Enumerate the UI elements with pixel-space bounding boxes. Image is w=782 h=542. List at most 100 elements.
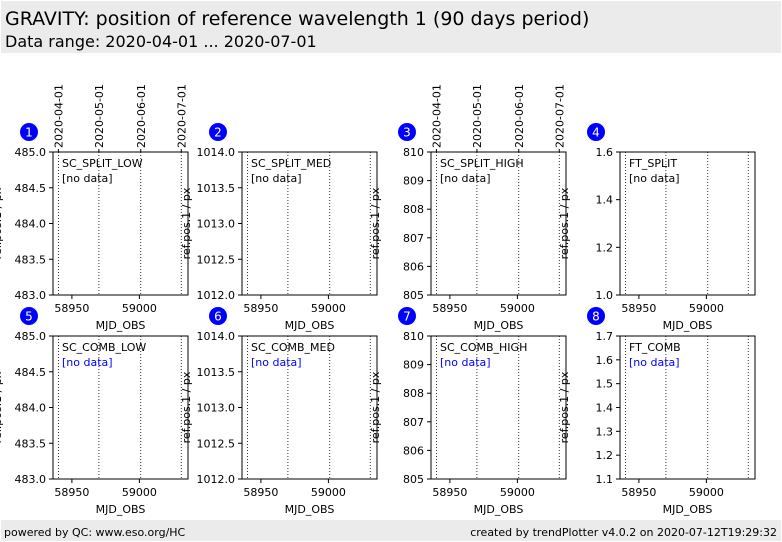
- panel-label: FT_COMB: [629, 341, 681, 354]
- x-tick-label: 59000: [311, 302, 346, 315]
- y-tick-label: 485.0: [15, 330, 47, 343]
- date-label: 2020-05-01: [93, 84, 106, 148]
- date-label: 2020-04-01: [430, 84, 443, 148]
- no-data-note: [no data]: [62, 172, 113, 185]
- y-tick-label: 805: [403, 289, 424, 302]
- no-data-note: [no data]: [440, 172, 491, 185]
- x-tick-label: 58950: [432, 302, 467, 315]
- panel-number: 7: [403, 310, 411, 324]
- x-tick-label: 59000: [500, 486, 535, 499]
- panel-number-badge: [398, 123, 416, 141]
- x-axis-label: MJD_OBS: [285, 503, 335, 516]
- x-tick-label: 58950: [54, 486, 89, 499]
- x-axis-label: MJD_OBS: [96, 319, 146, 332]
- date-label: 2020-04-01: [52, 84, 65, 148]
- panel-label: SC_SPLIT_MED: [251, 157, 331, 170]
- panel-label: SC_SPLIT_LOW: [62, 157, 143, 170]
- y-tick-label: 808: [403, 203, 424, 216]
- y-axis-label: ref.pos.1 / px: [0, 371, 4, 443]
- y-tick-label: 483.5: [15, 437, 47, 450]
- y-tick-label: 1.3: [596, 425, 614, 438]
- x-tick-label: 58950: [243, 302, 278, 315]
- x-axis-label: MJD_OBS: [474, 503, 524, 516]
- y-tick-label: 483.0: [15, 289, 47, 302]
- y-tick-label: 806: [403, 444, 424, 457]
- date-label: 2020-07-01: [553, 84, 566, 148]
- y-axis-label: ref.pos.1 / px: [369, 371, 382, 443]
- panel-label: SC_SPLIT_HIGH: [440, 157, 524, 170]
- footer-created-by: created by trendPlotter v4.0.2 on 2020-0…: [470, 526, 777, 539]
- y-tick-label: 805: [403, 473, 424, 486]
- x-tick-label: 59000: [689, 486, 724, 499]
- y-tick-label: 1.4: [596, 402, 614, 415]
- y-tick-label: 810: [403, 330, 424, 343]
- x-tick-label: 58950: [621, 486, 656, 499]
- y-tick-label: 1014.0: [197, 146, 236, 159]
- y-tick-label: 1012.0: [197, 473, 236, 486]
- y-tick-label: 1013.0: [197, 218, 236, 231]
- panel-number: 6: [214, 310, 222, 324]
- no-data-note: [no data]: [251, 172, 302, 185]
- y-tick-label: 485.0: [15, 146, 47, 159]
- y-tick-label: 1012.5: [197, 437, 236, 450]
- y-tick-label: 1012.5: [197, 253, 236, 266]
- x-tick-label: 59000: [311, 486, 346, 499]
- y-tick-label: 809: [403, 359, 424, 372]
- y-tick-label: 1013.5: [197, 182, 236, 195]
- panel-number-badge: [20, 307, 38, 325]
- panel-number: 3: [403, 126, 411, 140]
- x-tick-label: 58950: [54, 302, 89, 315]
- y-tick-label: 484.5: [15, 366, 47, 379]
- y-tick-label: 1.6: [596, 354, 614, 367]
- x-tick-label: 58950: [243, 486, 278, 499]
- x-axis-label: MJD_OBS: [96, 503, 146, 516]
- no-data-note: [no data]: [629, 356, 680, 369]
- y-tick-label: 1.7: [596, 330, 614, 343]
- panel-number: 2: [214, 126, 222, 140]
- y-tick-label: 806: [403, 260, 424, 273]
- panel-number: 1: [25, 126, 33, 140]
- panel-number: 5: [25, 310, 33, 324]
- x-tick-label: 59000: [122, 302, 157, 315]
- x-tick-label: 59000: [500, 302, 535, 315]
- panel-number-badge: [209, 123, 227, 141]
- y-axis-label: ref.pos.1 / px: [558, 371, 571, 443]
- x-axis-label: MJD_OBS: [474, 319, 524, 332]
- no-data-note: [no data]: [629, 172, 680, 185]
- plot-frame: [430, 151, 567, 296]
- y-tick-label: 1.6: [596, 146, 614, 159]
- y-tick-label: 484.0: [15, 402, 47, 415]
- date-label: 2020-05-01: [471, 84, 484, 148]
- panel-label: SC_COMB_HIGH: [440, 341, 527, 354]
- panel-number-badge: [209, 307, 227, 325]
- y-tick-label: 810: [403, 146, 424, 159]
- y-tick-label: 1.0: [596, 289, 614, 302]
- y-axis-label: ref.pos.1 / px: [369, 187, 382, 259]
- report-title: GRAVITY: position of reference wavelengt…: [5, 8, 590, 30]
- no-data-note: [no data]: [440, 356, 491, 369]
- plot-frame: [619, 151, 756, 296]
- y-tick-label: 1.1: [596, 473, 614, 486]
- y-axis-label: ref.pos.1 / px: [180, 187, 193, 259]
- panel-label: SC_COMB_LOW: [62, 341, 146, 354]
- y-tick-label: 1013.5: [197, 366, 236, 379]
- y-tick-label: 1.2: [596, 241, 614, 254]
- report-header: GRAVITY: position of reference wavelengt…: [1, 1, 781, 53]
- y-tick-label: 807: [403, 416, 424, 429]
- x-axis-label: MJD_OBS: [285, 319, 335, 332]
- y-tick-label: 809: [403, 175, 424, 188]
- report-footer: powered by QC: www.eso.org/HC created by…: [1, 520, 781, 541]
- panel-number: 8: [592, 310, 600, 324]
- y-tick-label: 1.4: [596, 194, 614, 207]
- y-tick-label: 808: [403, 387, 424, 400]
- y-tick-label: 1012.0: [197, 289, 236, 302]
- no-data-note: [no data]: [251, 356, 302, 369]
- panel-number: 4: [592, 126, 600, 140]
- x-tick-label: 59000: [689, 302, 724, 315]
- panel-label: SC_COMB_MED: [251, 341, 335, 354]
- panel-label: FT_SPLIT: [629, 157, 677, 170]
- x-axis-label: MJD_OBS: [663, 503, 713, 516]
- data-range-subtitle: Data range: 2020-04-01 ... 2020-07-01: [5, 32, 317, 51]
- plot-frame: [430, 335, 567, 480]
- x-tick-label: 59000: [122, 486, 157, 499]
